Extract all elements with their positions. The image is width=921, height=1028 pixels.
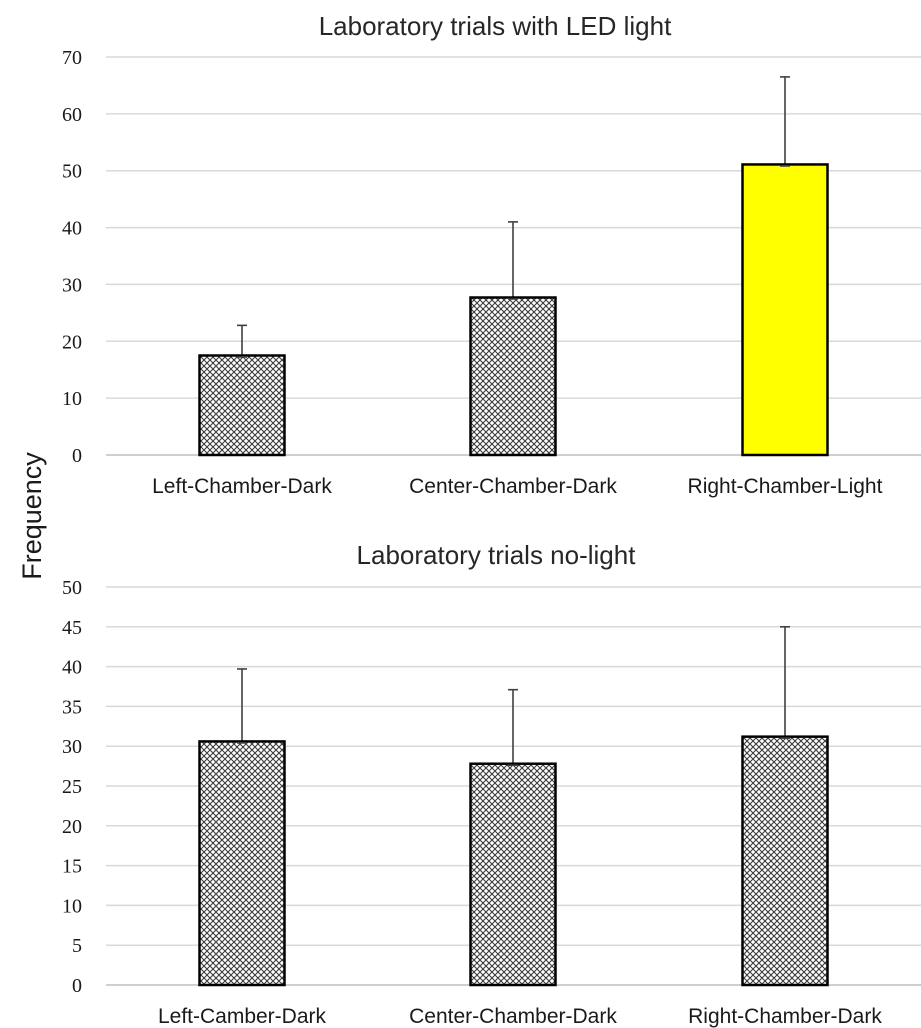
y-tick-label-nolight: 40 (62, 657, 82, 679)
category-label-led-0: Left-Chamber-Dark (152, 475, 332, 498)
y-tick-label-nolight: 20 (62, 816, 82, 838)
chart-panel-no-light: Laboratory trials no-light 0 5 10 15 20 25 30 3… (62, 540, 921, 1028)
y-tick-label-led: 30 (62, 274, 82, 296)
y-tick-label-led: 0 (72, 445, 82, 467)
chart-title-no-light: Laboratory trials no-light (357, 540, 637, 570)
y-tick-label-led: 40 (62, 218, 82, 240)
bar-led-2 (741, 163, 829, 457)
y-tick-label-led: 50 (62, 161, 82, 183)
bar-led-0 (198, 354, 286, 457)
bar-nolight-2 (741, 735, 829, 987)
category-label-led-1: Center-Chamber-Dark (409, 475, 617, 498)
y-tick-label-nolight: 15 (62, 856, 82, 878)
y-tick-label-led: 70 (62, 47, 82, 69)
chart-title-led-light: Laboratory trials with LED light (319, 11, 672, 41)
category-label-nolight-2: Right-Chamber-Dark (688, 1005, 882, 1028)
y-tick-label-led: 10 (62, 388, 82, 410)
category-label-led-2: Right-Chamber-Light (688, 475, 883, 498)
chart-plot-led-light: 0 10 20 30 40 50 60 70 Left-Chamber-Dark Center-C… (62, 47, 921, 498)
y-tick-label-nolight: 45 (62, 617, 82, 639)
y-tick-label-nolight: 35 (62, 696, 82, 718)
y-tick-label-nolight: 10 (62, 895, 82, 917)
y-tick-label-led: 20 (62, 331, 82, 353)
y-tick-label-nolight: 0 (72, 975, 82, 997)
y-tick-label-nolight: 25 (62, 776, 82, 798)
chart-panel-led-light: Laboratory trials with LED light 0 10 20 30… (62, 11, 921, 498)
y-tick-label-led: 60 (62, 104, 82, 126)
bar-led-1 (469, 296, 557, 457)
chart-plot-no-light: 0 5 10 15 20 25 30 35 40 45 50 Left-Camber-Dark Cent… (62, 577, 921, 1028)
bar-nolight-1 (469, 762, 557, 987)
y-tick-label-nolight: 50 (62, 577, 82, 599)
y-tick-label-nolight: 5 (72, 935, 82, 957)
y-tick-label-nolight: 30 (62, 736, 82, 758)
y-axis-label: Frequency (17, 452, 47, 580)
category-label-nolight-0: Left-Camber-Dark (158, 1005, 327, 1028)
category-label-nolight-1: Center-Chamber-Dark (409, 1005, 617, 1028)
bar-nolight-0 (198, 740, 286, 987)
